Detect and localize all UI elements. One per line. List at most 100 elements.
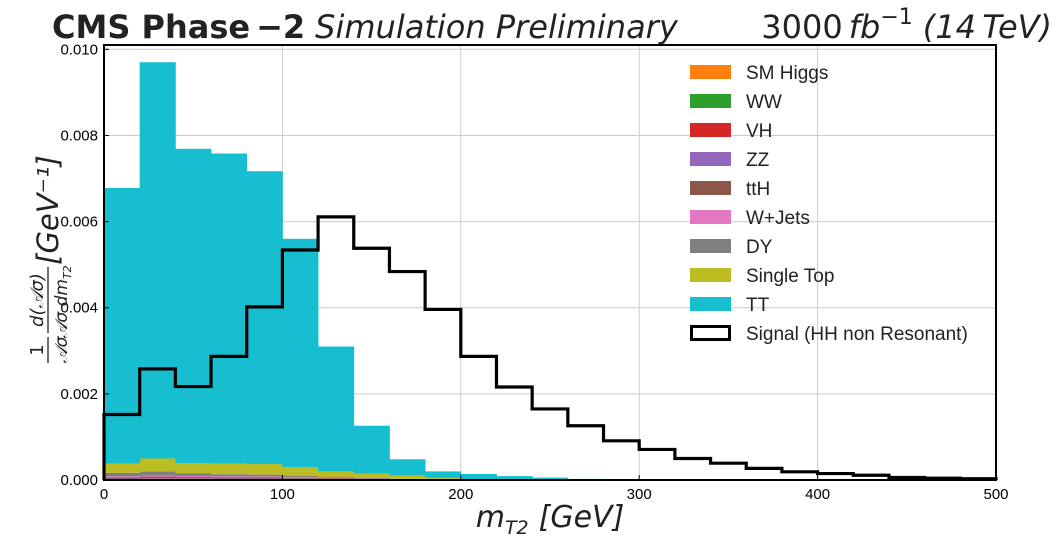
- y-label-deriv-den-main: 𝒜σ dm: [52, 279, 72, 339]
- lumi-energy: (14 TeV): [923, 8, 1052, 46]
- legend-swatch-tt: [690, 297, 731, 311]
- bar-tt: [460, 473, 497, 480]
- lumi-unit: fb: [849, 8, 881, 46]
- bar-w-jets: [282, 477, 319, 478]
- x-tick-label: 0: [100, 486, 108, 503]
- bar-tt: [104, 187, 141, 464]
- x-tick-label: 500: [983, 486, 1008, 503]
- bar-tt: [389, 459, 426, 476]
- legend-label-single-top: Single Top: [746, 266, 834, 287]
- legend: SM Higgs WW VH ZZ ttH W+Jets DY Single Top TT Sig…: [690, 63, 968, 345]
- y-label-deriv-den-sub: T2: [61, 265, 74, 279]
- bar-dy: [318, 477, 355, 479]
- bar-w-jets: [104, 476, 141, 478]
- legend-swatch-signal-hh-non-resonant: [690, 325, 731, 341]
- bar-tt: [425, 471, 462, 478]
- legend-label-tt: TT: [746, 295, 770, 316]
- y-tick-label: 0.004: [60, 300, 98, 317]
- bar-tt: [246, 171, 283, 465]
- y-tick-label: 0.008: [60, 127, 98, 144]
- bar-tth: [246, 477, 283, 479]
- bar-tth: [211, 477, 248, 479]
- bar-zz: [211, 478, 248, 479]
- x-axis-label-unit: [GeV]: [539, 500, 625, 535]
- bar-tt: [175, 148, 212, 464]
- bar-single-top: [175, 463, 212, 474]
- header-experiment: CMS Phase: [52, 8, 250, 46]
- bar-w-jets: [139, 475, 176, 477]
- bar-tt: [211, 153, 248, 464]
- y-axis-label: 1 𝒜σ d(𝒜σ) 𝒜σ dmT2 [GeV⁻¹]: [27, 155, 74, 363]
- bar-tt: [532, 477, 569, 480]
- bar-tth: [104, 477, 141, 479]
- bar-single-top: [353, 473, 390, 478]
- x-tick-label: 300: [627, 486, 652, 503]
- y-axis-ticks: 0.000 0.002 0.004 0.006 0.008 0.010: [60, 41, 109, 489]
- y-label-unit: [GeV⁻¹]: [31, 155, 65, 265]
- lumi-value: 3000: [761, 8, 842, 46]
- legend-label-ww: WW: [746, 92, 782, 113]
- legend-label-zz: ZZ: [746, 150, 770, 171]
- signal-step-line: [102, 215, 998, 481]
- bar-single-top: [318, 471, 355, 478]
- x-tick-label: 200: [448, 486, 473, 503]
- legend-swatch-vh: [690, 123, 731, 137]
- y-label-deriv-num: d(𝒜σ): [27, 273, 48, 327]
- lumi-label: 3000 fb−1 (14 TeV): [761, 5, 1052, 46]
- lumi-exponent: −1: [880, 5, 912, 30]
- header-experiment-suffix: −2: [256, 8, 305, 46]
- y-tick-label: 0.006: [60, 214, 98, 231]
- bar-tth: [318, 478, 355, 480]
- bar-dy: [104, 472, 141, 477]
- y-tick-label: 0.000: [60, 472, 98, 489]
- bar-tt: [139, 62, 176, 459]
- bar-single-top: [425, 477, 462, 480]
- legend-label-w-jets: W+Jets: [746, 208, 810, 229]
- y-label-frac-den: 𝒜σ: [52, 335, 72, 363]
- legend-swatch-ww: [690, 94, 731, 108]
- bar-dy: [353, 477, 390, 479]
- y-label-deriv-den: 𝒜σ dmT2: [52, 265, 74, 338]
- x-axis-label: mT2 [GeV]: [476, 500, 625, 539]
- stacked-bars: [104, 62, 640, 481]
- bar-tt: [496, 476, 533, 480]
- x-tick-label: 100: [270, 486, 295, 503]
- bar-w-jets: [318, 478, 355, 479]
- bar-tth: [139, 476, 176, 479]
- legend-label-signal-hh-non-resonant: Signal (HH non Resonant): [746, 324, 968, 345]
- bar-w-jets: [353, 478, 390, 480]
- bar-tt: [318, 346, 355, 472]
- legend-swatch-single-top: [690, 268, 731, 282]
- x-axis-label-sub: T2: [505, 517, 529, 539]
- bar-dy: [139, 471, 176, 476]
- header-status: Simulation Preliminary: [315, 8, 679, 46]
- legend-swatch-zz: [690, 152, 731, 166]
- chart-header: CMS Phase −2 Simulation Preliminary: [52, 8, 679, 46]
- legend-label-dy: DY: [746, 237, 773, 258]
- y-tick-label: 0.010: [60, 41, 98, 58]
- legend-label-tth: ttH: [746, 179, 770, 200]
- bar-dy: [175, 473, 212, 477]
- bar-dy: [282, 475, 319, 478]
- y-tick-label: 0.002: [60, 386, 98, 403]
- bar-dy: [246, 474, 283, 477]
- bar-zz: [246, 478, 283, 479]
- legend-swatch-dy: [690, 239, 731, 253]
- bar-w-jets: [175, 476, 212, 477]
- bar-dy: [211, 474, 248, 477]
- bar-single-top: [139, 458, 176, 472]
- bar-w-jets: [246, 476, 283, 478]
- bar-single-top: [246, 464, 283, 475]
- legend-swatch-w-jets: [690, 210, 731, 224]
- bar-single-top: [389, 475, 426, 479]
- bar-w-jets: [211, 476, 248, 478]
- legend-label-sm-higgs: SM Higgs: [746, 63, 828, 84]
- legend-label-vh: VH: [746, 121, 772, 142]
- legend-swatch-tth: [690, 181, 731, 195]
- bar-single-top: [104, 463, 141, 473]
- bar-tth: [175, 476, 212, 479]
- bar-zz: [104, 478, 141, 479]
- bar-tt: [282, 238, 319, 468]
- y-label-frac-num: 1: [27, 344, 48, 355]
